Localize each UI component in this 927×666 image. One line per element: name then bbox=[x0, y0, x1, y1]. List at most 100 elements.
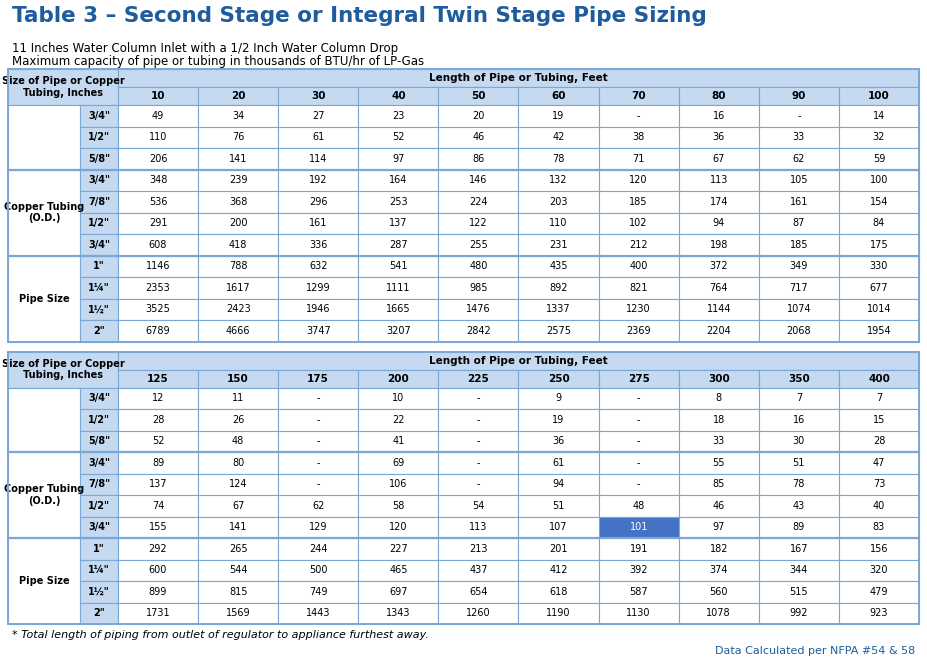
Text: 5/8": 5/8" bbox=[88, 436, 110, 446]
Text: 89: 89 bbox=[152, 458, 164, 468]
Text: 231: 231 bbox=[550, 240, 568, 250]
Bar bbox=[759, 148, 839, 170]
Bar bbox=[278, 212, 359, 234]
Text: 1337: 1337 bbox=[546, 304, 571, 314]
Text: 28: 28 bbox=[152, 415, 164, 425]
Text: 48: 48 bbox=[632, 501, 645, 511]
Text: 150: 150 bbox=[227, 374, 249, 384]
Bar bbox=[759, 474, 839, 495]
Bar bbox=[198, 277, 278, 298]
Bar bbox=[599, 559, 679, 581]
Text: 348: 348 bbox=[149, 175, 167, 185]
Text: 435: 435 bbox=[550, 261, 568, 271]
Text: 2": 2" bbox=[93, 326, 105, 336]
Bar bbox=[278, 474, 359, 495]
Text: 27: 27 bbox=[312, 111, 324, 121]
Bar bbox=[599, 320, 679, 342]
Bar bbox=[679, 538, 759, 559]
Text: 2369: 2369 bbox=[627, 326, 651, 336]
Bar bbox=[839, 127, 919, 148]
Bar bbox=[278, 430, 359, 452]
Text: 330: 330 bbox=[870, 261, 888, 271]
Bar bbox=[518, 87, 599, 105]
Bar bbox=[278, 234, 359, 256]
Bar bbox=[679, 234, 759, 256]
Text: 292: 292 bbox=[148, 543, 168, 553]
Bar bbox=[679, 370, 759, 388]
Text: 2068: 2068 bbox=[786, 326, 811, 336]
Text: 15: 15 bbox=[872, 415, 885, 425]
Text: 40: 40 bbox=[391, 91, 406, 101]
Bar bbox=[118, 538, 198, 559]
Text: 344: 344 bbox=[790, 565, 808, 575]
Bar bbox=[518, 148, 599, 170]
Bar bbox=[518, 517, 599, 538]
Text: 83: 83 bbox=[873, 522, 885, 532]
Bar bbox=[198, 495, 278, 517]
Bar bbox=[8, 105, 80, 170]
Bar bbox=[359, 495, 438, 517]
Bar bbox=[599, 170, 679, 191]
Text: 46: 46 bbox=[713, 501, 725, 511]
Bar bbox=[278, 148, 359, 170]
Text: 300: 300 bbox=[708, 374, 730, 384]
Bar bbox=[759, 452, 839, 474]
Text: Pipe Size: Pipe Size bbox=[19, 294, 70, 304]
Text: 58: 58 bbox=[392, 501, 404, 511]
Text: 350: 350 bbox=[788, 374, 809, 384]
Bar bbox=[679, 212, 759, 234]
Text: 213: 213 bbox=[469, 543, 488, 553]
Bar bbox=[359, 430, 438, 452]
Text: 1078: 1078 bbox=[706, 608, 731, 618]
Text: 9: 9 bbox=[555, 393, 562, 403]
Bar bbox=[198, 538, 278, 559]
Bar bbox=[118, 148, 198, 170]
Bar bbox=[839, 105, 919, 127]
Text: 113: 113 bbox=[469, 522, 488, 532]
Text: 374: 374 bbox=[709, 565, 728, 575]
Text: 122: 122 bbox=[469, 218, 488, 228]
Text: -: - bbox=[476, 393, 480, 403]
Text: Table 3 – Second Stage or Integral Twin Stage Pipe Sizing: Table 3 – Second Stage or Integral Twin … bbox=[12, 6, 706, 26]
Bar bbox=[839, 517, 919, 538]
Text: 10: 10 bbox=[392, 393, 404, 403]
Text: 5/8": 5/8" bbox=[88, 154, 110, 164]
Bar bbox=[359, 105, 438, 127]
Bar bbox=[438, 474, 518, 495]
Text: 154: 154 bbox=[870, 196, 888, 206]
Bar bbox=[80, 170, 118, 191]
Text: 48: 48 bbox=[232, 436, 245, 446]
Text: 38: 38 bbox=[632, 133, 645, 143]
Text: 19: 19 bbox=[552, 415, 565, 425]
Text: 78: 78 bbox=[793, 480, 805, 490]
Bar bbox=[839, 559, 919, 581]
Bar bbox=[359, 127, 438, 148]
Text: 200: 200 bbox=[229, 218, 248, 228]
Bar bbox=[839, 603, 919, 624]
Bar bbox=[8, 69, 118, 105]
Bar bbox=[8, 69, 919, 342]
Bar bbox=[278, 559, 359, 581]
Text: -: - bbox=[476, 458, 480, 468]
Text: 437: 437 bbox=[469, 565, 488, 575]
Bar bbox=[198, 298, 278, 320]
Text: -: - bbox=[476, 436, 480, 446]
Text: 1": 1" bbox=[93, 261, 105, 271]
Bar bbox=[679, 87, 759, 105]
Bar bbox=[8, 170, 80, 256]
Bar bbox=[80, 277, 118, 298]
Text: 8: 8 bbox=[716, 393, 722, 403]
Text: 677: 677 bbox=[870, 283, 888, 293]
Bar bbox=[118, 234, 198, 256]
Bar bbox=[198, 370, 278, 388]
Bar bbox=[118, 127, 198, 148]
Bar bbox=[839, 212, 919, 234]
Bar bbox=[118, 474, 198, 495]
Bar bbox=[80, 538, 118, 559]
Text: 28: 28 bbox=[872, 436, 885, 446]
Text: -: - bbox=[797, 111, 801, 121]
Text: 167: 167 bbox=[790, 543, 808, 553]
Bar bbox=[599, 87, 679, 105]
Text: 51: 51 bbox=[793, 458, 805, 468]
Text: 1146: 1146 bbox=[146, 261, 171, 271]
